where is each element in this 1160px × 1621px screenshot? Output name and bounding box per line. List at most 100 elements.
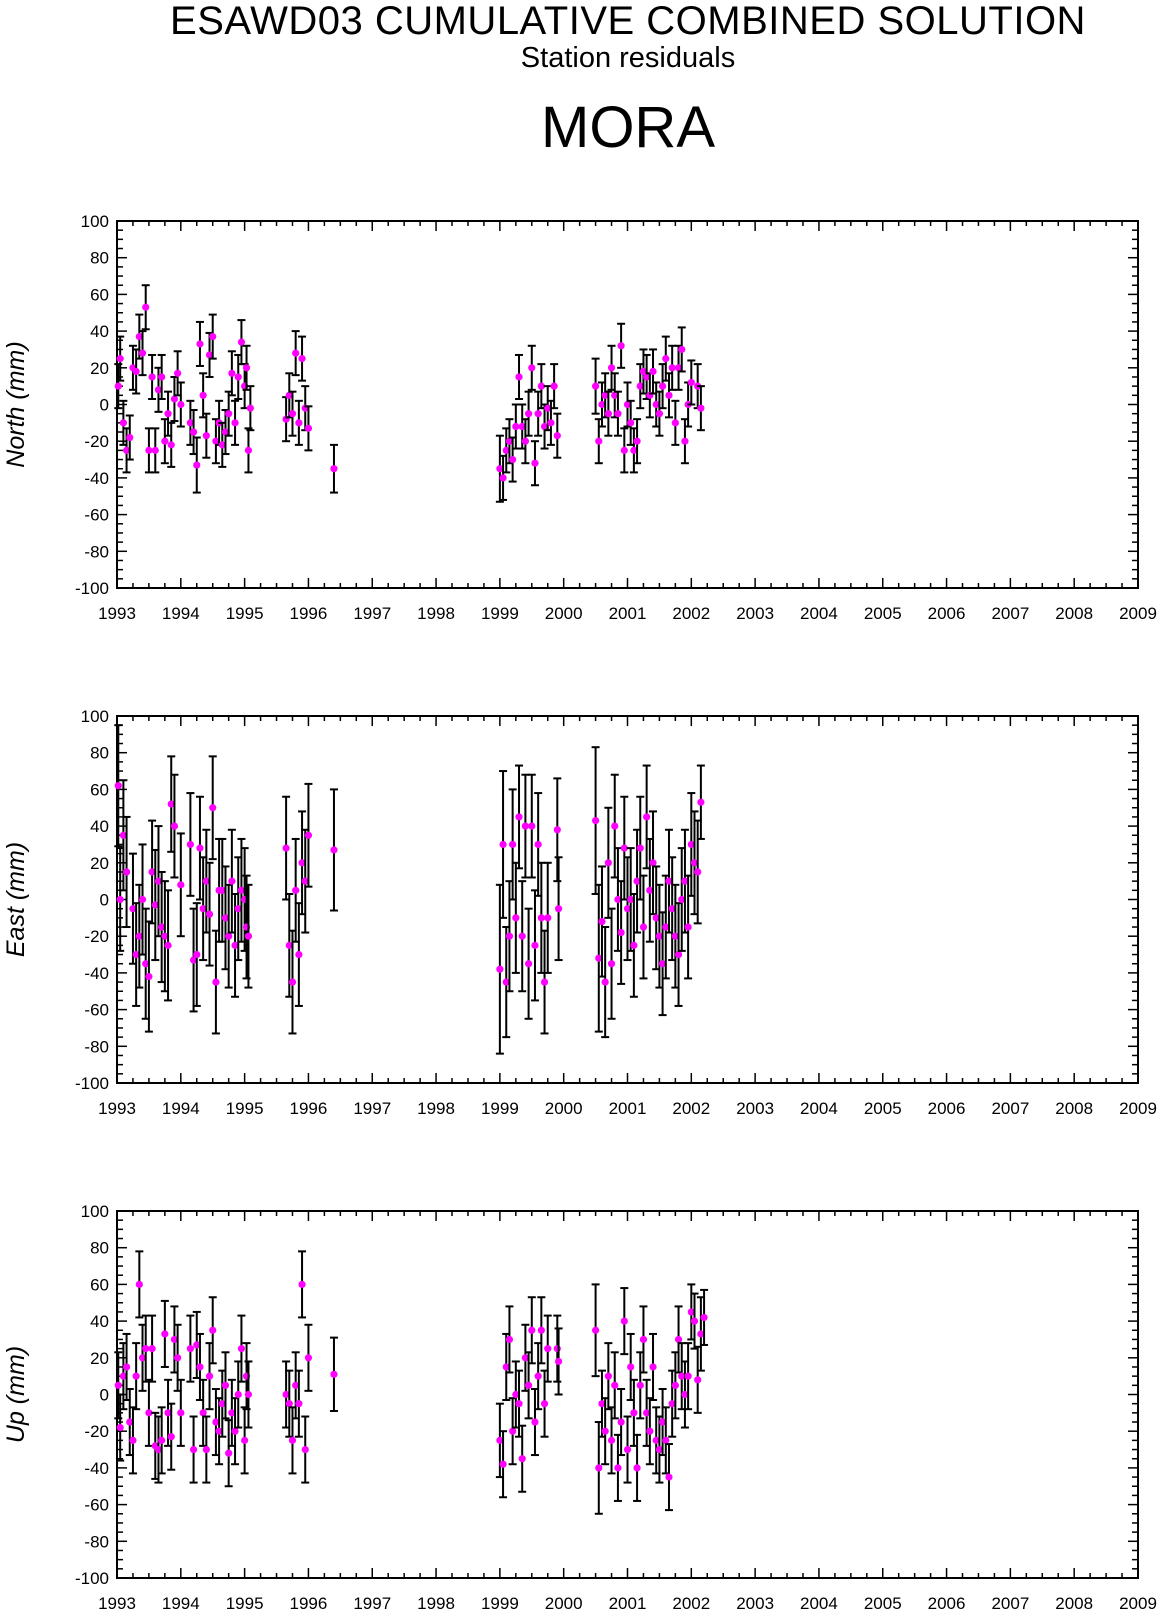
data-point <box>639 367 648 376</box>
y-tick-label: 60 <box>90 780 109 799</box>
data-point <box>678 1372 686 1380</box>
data-point <box>515 373 523 381</box>
data-point <box>292 1381 300 1389</box>
data-point <box>186 1345 194 1353</box>
data-point <box>604 1372 612 1380</box>
data-point <box>212 978 220 986</box>
data-point <box>288 410 297 418</box>
data-point <box>531 1418 539 1426</box>
data-point <box>122 868 131 876</box>
data-point <box>202 432 210 440</box>
x-tick-label: 1994 <box>162 1099 200 1118</box>
data-point <box>177 1409 185 1417</box>
data-point <box>199 1409 207 1417</box>
data-point <box>687 1308 695 1316</box>
x-tick-label: 1999 <box>481 1099 519 1118</box>
data-point <box>122 1363 131 1371</box>
x-tick-label: 2007 <box>991 604 1029 623</box>
data-point <box>694 868 702 876</box>
data-point <box>135 1280 143 1288</box>
data-point <box>151 901 159 909</box>
data-point <box>228 1409 236 1417</box>
x-tick-label: 2004 <box>800 604 838 623</box>
data-point <box>611 391 619 399</box>
x-tick-label: 2001 <box>609 604 647 623</box>
data-point <box>681 1390 689 1399</box>
data-point <box>145 446 153 454</box>
data-point <box>114 1381 122 1389</box>
data-point <box>671 932 679 940</box>
x-tick-label: 1997 <box>353 1099 391 1118</box>
data-point <box>515 1400 523 1408</box>
x-tick-label: 2000 <box>545 604 583 623</box>
y-tick-label: -40 <box>84 964 109 983</box>
y-axis-label: North (mm) <box>2 341 30 467</box>
data-point <box>678 895 686 904</box>
y-tick-label: 20 <box>90 854 109 873</box>
data-point <box>218 441 226 449</box>
data-point <box>177 881 185 889</box>
data-point <box>554 905 563 913</box>
y-tick-label: 80 <box>90 249 109 268</box>
data-point <box>231 419 239 427</box>
data-point <box>154 1445 163 1454</box>
x-tick-label: 2000 <box>545 1594 583 1613</box>
data-point <box>643 373 651 381</box>
data-point <box>228 369 236 377</box>
data-point <box>241 1436 249 1444</box>
data-point <box>158 1436 166 1444</box>
data-point <box>244 932 253 940</box>
data-point <box>591 1326 600 1334</box>
data-point <box>132 1372 140 1380</box>
data-point <box>652 914 660 922</box>
data-point <box>122 446 131 454</box>
data-point <box>119 1372 127 1380</box>
y-tick-label: -60 <box>84 1496 109 1515</box>
data-point <box>496 1436 504 1444</box>
data-point <box>218 886 226 894</box>
data-point <box>643 813 651 821</box>
data-point <box>505 437 514 445</box>
x-tick-label: 1999 <box>481 1594 519 1613</box>
data-point <box>193 1341 201 1349</box>
data-point <box>295 1400 303 1408</box>
x-tick-label: 1996 <box>290 604 328 623</box>
data-point <box>496 465 504 473</box>
x-tick-label: 2004 <box>800 1594 838 1613</box>
y-tick-label: 60 <box>90 1275 109 1294</box>
data-point <box>630 941 638 949</box>
data-point <box>135 932 143 940</box>
data-point <box>521 1354 530 1362</box>
y-tick-label: 40 <box>90 817 109 836</box>
data-point <box>215 1427 223 1435</box>
data-point <box>330 465 338 473</box>
data-point <box>225 932 233 940</box>
y-tick-label: 80 <box>90 744 109 763</box>
data-point <box>242 364 251 372</box>
data-point <box>521 822 530 830</box>
data-point <box>550 382 558 390</box>
data-point <box>668 905 676 913</box>
data-point <box>237 886 246 894</box>
data-point <box>534 840 542 849</box>
data-point <box>199 905 207 913</box>
y-tick-label: -100 <box>75 1569 109 1588</box>
data-point <box>282 844 290 852</box>
chart-title: ESAWD03 CUMULATIVE COMBINED SOLUTION <box>170 0 1086 43</box>
data-point <box>524 1381 533 1389</box>
data-point <box>662 1436 670 1444</box>
y-tick-label: -60 <box>84 1001 109 1020</box>
data-point <box>633 437 641 445</box>
panel-up: 100 80 60 40 20 0 -20 -40 -60 -80 -100 1993 1994 1995… <box>2 1202 1157 1613</box>
data-point <box>298 859 306 867</box>
data-point <box>509 455 517 464</box>
data-point <box>151 446 159 454</box>
data-point <box>655 410 664 418</box>
x-tick-label: 1996 <box>290 1594 328 1613</box>
data-point <box>620 1317 628 1325</box>
data-point <box>496 965 504 973</box>
data-point <box>295 419 303 427</box>
data-point <box>228 877 236 885</box>
data-point <box>174 369 182 377</box>
data-point <box>537 1326 545 1334</box>
